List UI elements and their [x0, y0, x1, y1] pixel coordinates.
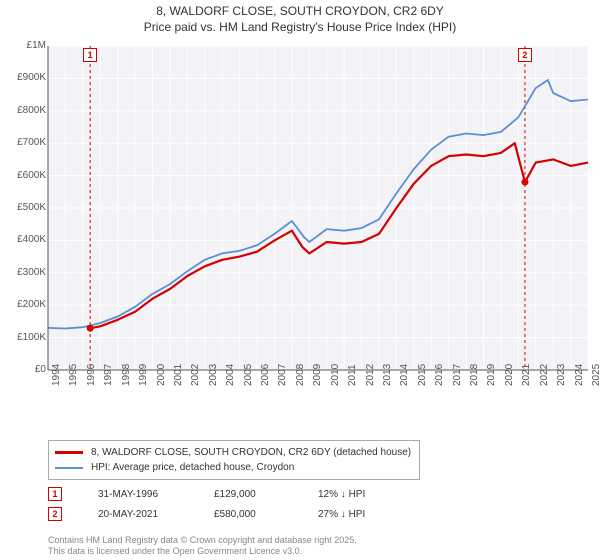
footer-line-2: This data is licensed under the Open Gov… [48, 546, 357, 557]
marker-index-box: 2 [48, 507, 62, 521]
x-tick-label: 1999 [138, 364, 149, 386]
y-tick-label: £0 [35, 364, 46, 375]
y-tick-label: £800K [17, 105, 46, 116]
title-line-2: Price paid vs. HM Land Registry's House … [0, 20, 600, 36]
chart-marker-box: 1 [83, 48, 97, 62]
y-tick-label: £300K [17, 267, 46, 278]
footer-line-1: Contains HM Land Registry data © Crown c… [48, 535, 357, 546]
marker-price: £580,000 [214, 509, 282, 520]
x-tick-label: 2021 [521, 364, 532, 386]
x-tick-label: 2018 [469, 364, 480, 386]
x-tick-label: 2023 [556, 364, 567, 386]
legend-label: 8, WALDORF CLOSE, SOUTH CROYDON, CR2 6DY… [91, 445, 411, 460]
y-tick-label: £700K [17, 137, 46, 148]
footer: Contains HM Land Registry data © Crown c… [48, 535, 357, 558]
marker-date: 31-MAY-1996 [98, 489, 178, 500]
x-tick-label: 1998 [121, 364, 132, 386]
x-tick-label: 2005 [243, 364, 254, 386]
legend-swatch [55, 451, 83, 454]
x-tick-label: 2014 [399, 364, 410, 386]
x-tick-label: 1996 [86, 364, 97, 386]
x-tick-label: 2010 [330, 364, 341, 386]
x-tick-label: 2012 [365, 364, 376, 386]
x-tick-label: 2024 [574, 364, 585, 386]
y-tick-label: £200K [17, 299, 46, 310]
marker-row: 1 31-MAY-1996 £129,000 12% ↓ HPI [48, 484, 398, 504]
y-tick-label: £1M [27, 40, 46, 51]
x-tick-label: 2011 [347, 364, 358, 386]
legend: 8, WALDORF CLOSE, SOUTH CROYDON, CR2 6DY… [48, 440, 420, 480]
y-tick-label: £600K [17, 170, 46, 181]
marker-row: 2 20-MAY-2021 £580,000 27% ↓ HPI [48, 504, 398, 524]
title-line-1: 8, WALDORF CLOSE, SOUTH CROYDON, CR2 6DY [0, 4, 600, 20]
x-tick-label: 2004 [225, 364, 236, 386]
marker-price: £129,000 [214, 489, 282, 500]
markers-table: 1 31-MAY-1996 £129,000 12% ↓ HPI 2 20-MAY-202… [48, 484, 398, 524]
chart-container: 8, WALDORF CLOSE, SOUTH CROYDON, CR2 6DY… [0, 0, 600, 560]
x-tick-label: 1994 [51, 364, 62, 386]
x-tick-label: 1995 [68, 364, 79, 386]
chart-area: £0 £100K £200K £300K £400K £500K £600K £700K £80… [6, 40, 594, 400]
y-tick-label: £400K [17, 234, 46, 245]
x-tick-label: 2006 [260, 364, 271, 386]
x-tick-label: 2020 [504, 364, 515, 386]
x-tick-label: 2017 [452, 364, 463, 386]
x-tick-label: 2019 [486, 364, 497, 386]
chart-svg [6, 40, 594, 400]
marker-date: 20-MAY-2021 [98, 509, 178, 520]
x-tick-label: 2001 [173, 364, 184, 386]
x-tick-label: 2016 [434, 364, 445, 386]
x-tick-label: 2025 [591, 364, 600, 386]
x-tick-label: 2015 [417, 364, 428, 386]
title-block: 8, WALDORF CLOSE, SOUTH CROYDON, CR2 6DY… [0, 0, 600, 35]
x-tick-label: 2022 [539, 364, 550, 386]
chart-marker-box: 2 [518, 48, 532, 62]
x-tick-label: 2013 [382, 364, 393, 386]
x-tick-label: 2002 [190, 364, 201, 386]
legend-swatch [55, 467, 83, 469]
y-tick-label: £500K [17, 202, 46, 213]
legend-label: HPI: Average price, detached house, Croy… [91, 460, 294, 475]
x-tick-label: 2009 [312, 364, 323, 386]
x-tick-label: 2003 [208, 364, 219, 386]
x-tick-label: 1997 [103, 364, 114, 386]
marker-index-box: 1 [48, 487, 62, 501]
y-tick-label: £100K [17, 332, 46, 343]
x-tick-label: 2008 [295, 364, 306, 386]
legend-row: 8, WALDORF CLOSE, SOUTH CROYDON, CR2 6DY… [55, 445, 411, 460]
marker-pct: 27% ↓ HPI [318, 509, 398, 520]
x-tick-label: 2000 [156, 364, 167, 386]
x-tick-label: 2007 [277, 364, 288, 386]
y-tick-label: £900K [17, 72, 46, 83]
legend-row: HPI: Average price, detached house, Croy… [55, 460, 411, 475]
marker-pct: 12% ↓ HPI [318, 489, 398, 500]
